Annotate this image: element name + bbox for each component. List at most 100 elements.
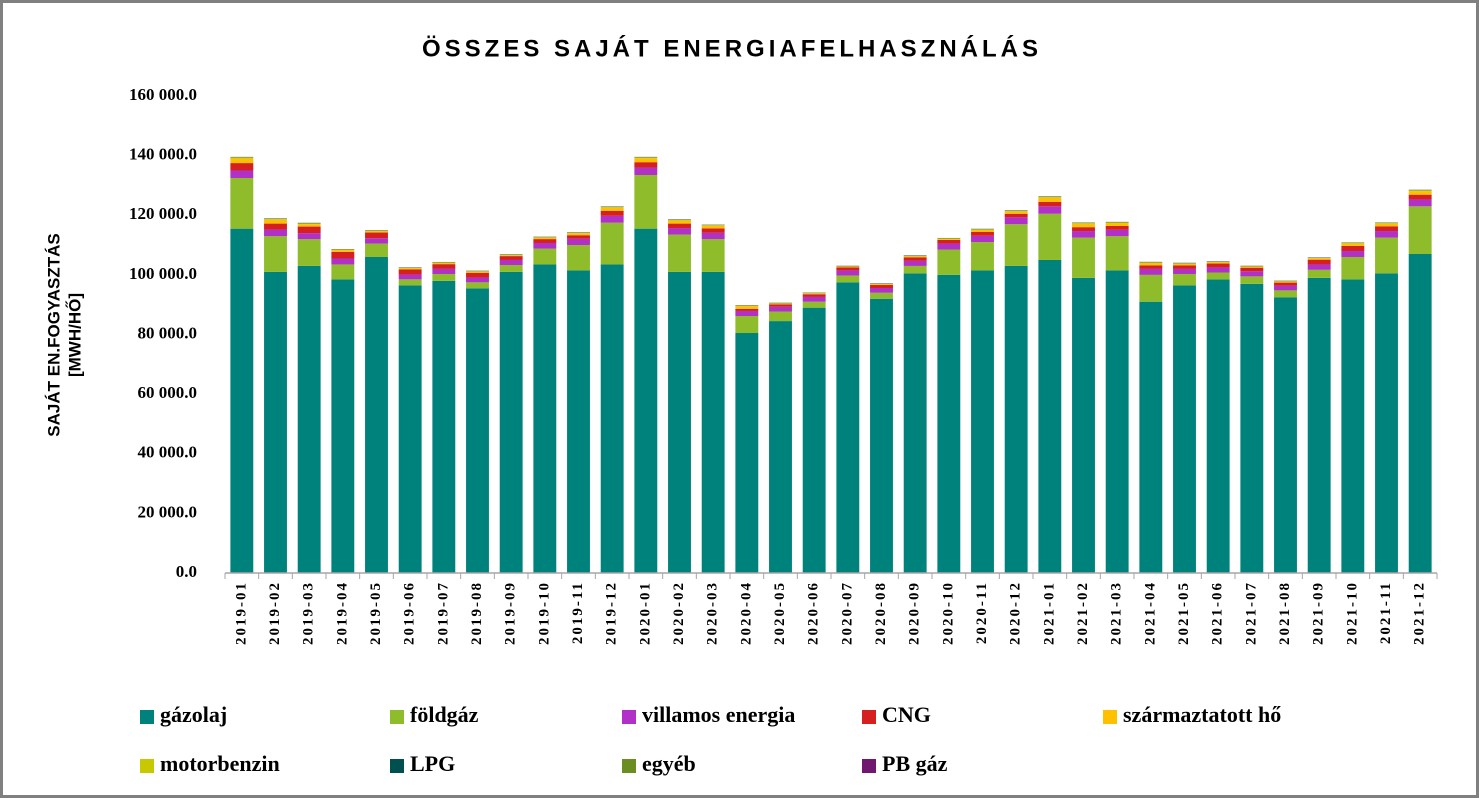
bar-segment	[1274, 290, 1297, 298]
x-tick-label: 2021-05	[1176, 581, 1192, 645]
bar-segment	[398, 285, 422, 573]
bar-segment	[230, 158, 254, 164]
bar-segment	[1139, 301, 1163, 573]
bar-segment	[1408, 191, 1432, 195]
legend-label: egyéb	[642, 751, 696, 776]
x-tick-label: 2019-06	[402, 581, 418, 645]
x-tick-label: 2020-11	[974, 581, 990, 644]
bar-segment	[264, 218, 287, 220]
y-tick-label: 100 000.0	[129, 264, 197, 283]
bar-segment	[1173, 263, 1196, 266]
bar-segment	[971, 231, 994, 236]
bar-segment	[937, 249, 961, 275]
bar-segment	[1341, 242, 1365, 244]
bar-segment	[1038, 197, 1062, 202]
bar-segment	[1173, 263, 1196, 264]
bar-segment	[1004, 210, 1028, 212]
bar-segment	[466, 272, 489, 278]
bar-segment	[1240, 266, 1264, 268]
bar-segment	[668, 220, 691, 224]
bar-segment	[1240, 276, 1264, 284]
legend-swatch	[140, 710, 154, 724]
x-tick-label: 2020-05	[772, 581, 788, 645]
x-tick-label: 2019-04	[334, 581, 350, 645]
bar-segment	[735, 308, 759, 311]
bar-segment	[1038, 196, 1062, 198]
bar-segment	[769, 303, 792, 305]
bar-segment	[533, 264, 557, 573]
bar-segment	[668, 271, 691, 573]
bar-segment	[903, 255, 927, 257]
y-tick-label: 60 000.0	[138, 383, 198, 402]
bar-segment	[533, 248, 557, 265]
bar-segment	[1375, 237, 1398, 274]
bar-segment	[230, 170, 254, 178]
bar-segment	[735, 305, 759, 307]
bar-segment	[668, 234, 691, 272]
bar-segment	[836, 266, 860, 268]
bar-segment	[1004, 217, 1028, 225]
bar-segment	[1139, 268, 1163, 275]
bar-segment	[903, 265, 927, 274]
bar-segment	[365, 256, 388, 573]
bar-segment	[937, 243, 961, 250]
bar-segment	[297, 233, 321, 240]
y-tick-label: 140 000.0	[129, 145, 197, 164]
x-tick-label: 2021-02	[1075, 581, 1091, 645]
bar-segment	[870, 287, 893, 293]
legend-swatch	[622, 710, 636, 724]
bar-segment	[600, 222, 624, 265]
legend-label: villamos energia	[642, 702, 795, 727]
x-tick-label: 2020-09	[907, 581, 923, 645]
bar-segment	[600, 215, 624, 223]
legend-swatch	[622, 759, 636, 773]
bar-segment	[668, 228, 691, 235]
x-tick-label: 2021-01	[1041, 581, 1057, 645]
bar-segment	[432, 280, 456, 573]
bar-segment	[937, 239, 961, 240]
bar-segment	[499, 271, 523, 573]
x-tick-label: 2020-01	[637, 581, 653, 645]
bar-segment	[1274, 282, 1297, 286]
bar-segment	[365, 232, 388, 239]
bar-segment	[264, 229, 287, 237]
x-tick-label: 2021-06	[1210, 581, 1226, 645]
bar-segment	[1307, 269, 1331, 278]
x-tick-label: 2021-03	[1109, 581, 1125, 645]
bar-segment	[1105, 236, 1129, 271]
bar-segment	[701, 228, 725, 233]
bar-segment	[1139, 262, 1163, 266]
bar-segment	[1139, 265, 1163, 269]
bar-segment	[870, 292, 893, 299]
x-tick-label: 2021-11	[1378, 581, 1394, 644]
bar-segment	[735, 333, 759, 573]
bar-segment	[1206, 263, 1230, 268]
x-tick-label: 2020-08	[873, 581, 889, 645]
bar-segment	[1072, 277, 1095, 573]
bar-segment	[769, 306, 792, 312]
bar-segment	[1038, 259, 1062, 573]
bar-segment	[1206, 261, 1230, 263]
bar-segment	[1375, 223, 1398, 227]
bar-segment	[1105, 229, 1129, 237]
x-tick-label: 2019-12	[604, 581, 620, 645]
bar-segment	[1105, 223, 1129, 226]
bar-segment	[499, 255, 523, 257]
bar-segment	[297, 265, 321, 573]
bar-segment	[1004, 224, 1028, 266]
x-tick-label: 2019-02	[267, 581, 283, 645]
bar-segment	[1072, 227, 1095, 232]
bar-segment	[297, 223, 321, 225]
legend-label: PB gáz	[882, 751, 948, 776]
bar-segment	[802, 301, 826, 308]
bar-segment	[365, 238, 388, 244]
bar-segment	[567, 270, 590, 573]
bar-segment	[499, 265, 523, 272]
bar-segment	[769, 321, 792, 573]
bar-segment	[1274, 297, 1297, 573]
bar-segment	[1274, 281, 1297, 283]
bar-segment	[1307, 264, 1331, 270]
bar-segment	[1206, 272, 1230, 280]
bar-segment	[533, 237, 557, 240]
bar-segment	[1240, 267, 1264, 272]
